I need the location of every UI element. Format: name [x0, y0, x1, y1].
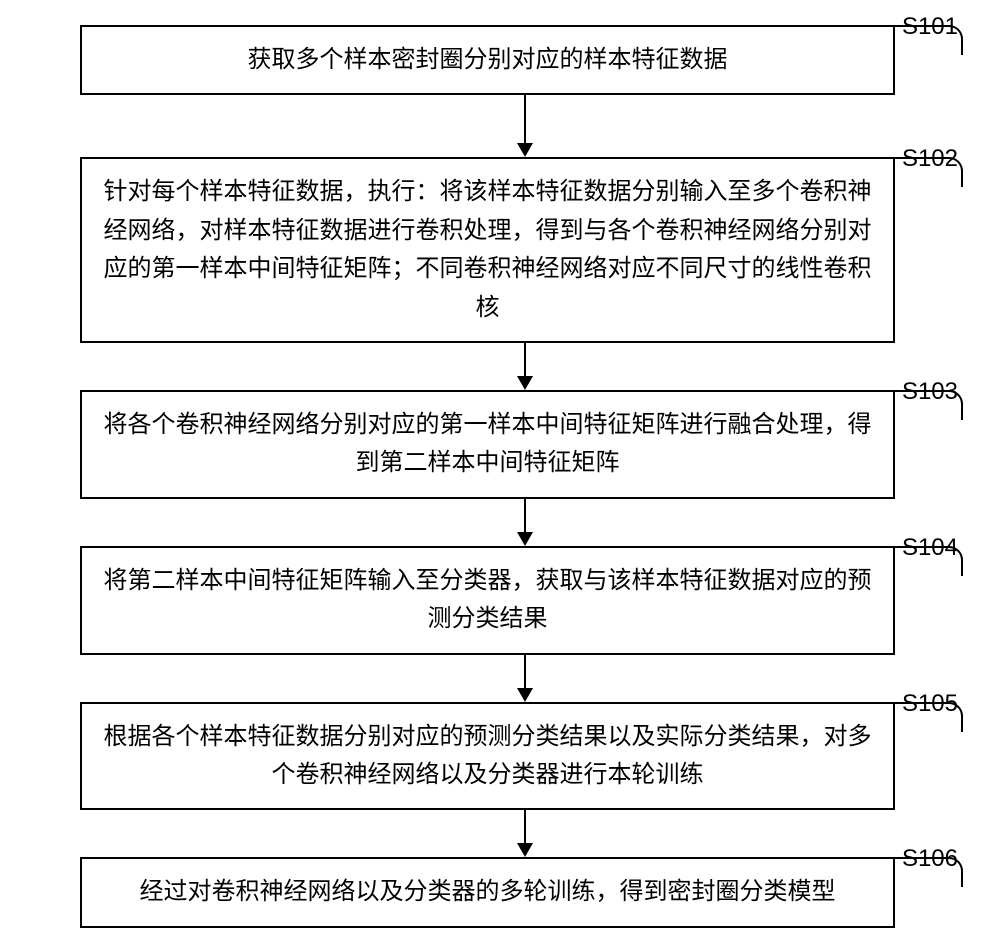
arrow-s105-s106 — [118, 810, 933, 857]
step-label-s102: S102 — [902, 145, 958, 173]
arrow-line — [524, 810, 526, 843]
arrow-line — [524, 95, 526, 143]
step-text: 经过对卷积神经网络以及分类器的多轮训练，得到密封圈分类模型 — [140, 878, 836, 905]
step-text: 获取多个样本密封圈分别对应的样本特征数据 — [248, 46, 728, 73]
arrow-head — [517, 843, 533, 857]
step-box-s104: 将第二样本中间特征矩阵输入至分类器，获取与该样本特征数据对应的预测分类结果 — [80, 546, 895, 655]
step-label-s106: S106 — [902, 845, 958, 873]
step-text: 针对每个样本特征数据，执行：将该样本特征数据分别输入至多个卷积神经网络，对样本特… — [104, 178, 872, 320]
step-container-s104: 将第二样本中间特征矩阵输入至分类器，获取与该样本特征数据对应的预测分类结果 S1… — [30, 546, 970, 655]
arrow-head — [517, 688, 533, 702]
step-label-s101: S101 — [902, 13, 958, 41]
arrow-s102-s103 — [118, 343, 933, 390]
step-text: 根据各个样本特征数据分别对应的预测分类结果以及实际分类结果，对多个卷积神经网络以… — [104, 723, 872, 788]
arrow-line — [524, 499, 526, 532]
arrow-head — [517, 532, 533, 546]
arrow-line — [524, 343, 526, 376]
arrow-s101-s102 — [118, 95, 933, 157]
step-box-s102: 针对每个样本特征数据，执行：将该样本特征数据分别输入至多个卷积神经网络，对样本特… — [80, 157, 895, 343]
arrow-s104-s105 — [118, 655, 933, 702]
arrow-head — [517, 143, 533, 157]
step-text: 将各个卷积神经网络分别对应的第一样本中间特征矩阵进行融合处理，得到第二样本中间特… — [104, 411, 872, 476]
step-container-s106: 经过对卷积神经网络以及分类器的多轮训练，得到密封圈分类模型 S106 — [30, 857, 970, 927]
arrow-line — [524, 655, 526, 688]
step-container-s102: 针对每个样本特征数据，执行：将该样本特征数据分别输入至多个卷积神经网络，对样本特… — [30, 157, 970, 343]
step-label-s104: S104 — [902, 534, 958, 562]
arrow-s103-s104 — [118, 499, 933, 546]
step-label-s103: S103 — [902, 378, 958, 406]
step-box-s106: 经过对卷积神经网络以及分类器的多轮训练，得到密封圈分类模型 — [80, 857, 895, 927]
step-box-s105: 根据各个样本特征数据分别对应的预测分类结果以及实际分类结果，对多个卷积神经网络以… — [80, 702, 895, 811]
step-container-s105: 根据各个样本特征数据分别对应的预测分类结果以及实际分类结果，对多个卷积神经网络以… — [30, 702, 970, 811]
arrow-head — [517, 376, 533, 390]
step-text: 将第二样本中间特征矩阵输入至分类器，获取与该样本特征数据对应的预测分类结果 — [104, 567, 872, 632]
step-label-s105: S105 — [902, 690, 958, 718]
step-container-s101: 获取多个样本密封圈分别对应的样本特征数据 S101 — [30, 25, 970, 95]
step-container-s103: 将各个卷积神经网络分别对应的第一样本中间特征矩阵进行融合处理，得到第二样本中间特… — [30, 390, 970, 499]
flowchart-container: 获取多个样本密封圈分别对应的样本特征数据 S101 针对每个样本特征数据，执行：… — [30, 25, 970, 928]
step-box-s103: 将各个卷积神经网络分别对应的第一样本中间特征矩阵进行融合处理，得到第二样本中间特… — [80, 390, 895, 499]
step-box-s101: 获取多个样本密封圈分别对应的样本特征数据 — [80, 25, 895, 95]
